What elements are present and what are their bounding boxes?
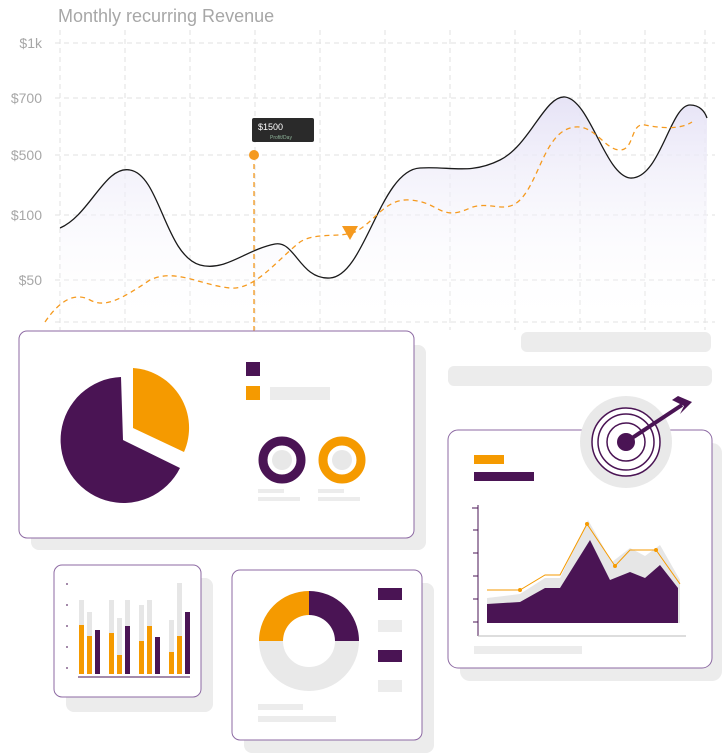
- y-label: $50: [19, 272, 43, 288]
- y-label: $100: [11, 207, 42, 223]
- y-label: $1k: [19, 35, 43, 51]
- donut-center: [332, 450, 352, 470]
- marker-triangle: [342, 226, 358, 240]
- donut-slice: [259, 591, 309, 641]
- mini-bars: [66, 583, 190, 678]
- legend-placeholder: [270, 387, 330, 400]
- pie-slice: [133, 368, 190, 452]
- y-label: $500: [11, 147, 42, 163]
- dart: [624, 403, 684, 444]
- placeholder: [258, 704, 303, 710]
- placeholder: [258, 497, 300, 501]
- placeholder: [258, 716, 336, 722]
- placeholder-bar: [521, 332, 711, 352]
- target-ring: [597, 413, 655, 471]
- y-axis-labels: $1k $700 $500 $100 $50: [11, 35, 43, 288]
- point: [585, 522, 589, 526]
- revenue-line: [59, 96, 708, 279]
- tooltip-caption: Profit/Day: [270, 135, 292, 141]
- marker-dot: [249, 150, 259, 160]
- point: [654, 548, 658, 552]
- donut: [318, 436, 366, 484]
- area: [487, 540, 678, 623]
- tooltip-value: $1500: [258, 122, 283, 132]
- legend-swatch: [246, 362, 260, 376]
- dart-fletch: [672, 396, 692, 414]
- placeholder: [258, 489, 284, 493]
- placeholder: [318, 497, 360, 501]
- point: [613, 564, 617, 568]
- area-fill: [60, 96, 707, 330]
- legend-swatch: [474, 455, 504, 464]
- legend-swatch: [378, 588, 402, 600]
- placeholder: [318, 489, 344, 493]
- legend-swatch: [246, 386, 260, 400]
- target-ring: [606, 422, 646, 462]
- placeholder: [474, 646, 582, 654]
- legend-swatch: [378, 680, 402, 692]
- chart-title: Monthly recurring Revenue: [58, 6, 274, 26]
- donut-center: [272, 450, 292, 470]
- secondary-line: [44, 121, 693, 323]
- tooltip: [252, 118, 314, 142]
- pie-slice: [60, 377, 181, 503]
- legend-swatch: [474, 472, 534, 481]
- donut-slice: [309, 591, 359, 641]
- placeholder-bar: [448, 366, 712, 386]
- axis-ticks: [473, 529, 478, 623]
- legend-swatch: [378, 650, 402, 662]
- point: [518, 588, 522, 592]
- donut: [258, 436, 306, 484]
- y-label: $700: [11, 90, 42, 106]
- legend-swatch: [378, 620, 402, 632]
